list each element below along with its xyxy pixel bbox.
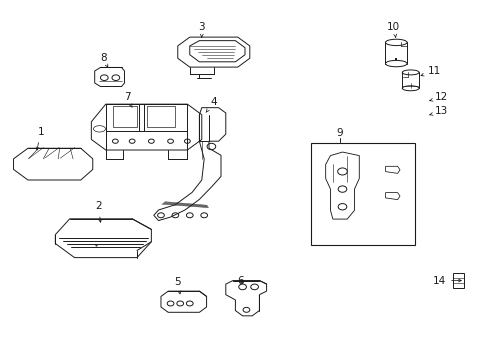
Text: 12: 12 [430,92,448,102]
Text: 11: 11 [421,66,441,76]
Text: 2: 2 [95,202,102,222]
Bar [311,143,415,245]
Text: 10: 10 [387,22,400,37]
Text: 5: 5 [174,277,181,294]
Text: 6: 6 [237,275,244,285]
Text: 9: 9 [337,128,343,138]
Text: 1: 1 [36,127,44,150]
Text: 14: 14 [433,275,461,285]
Text: 3: 3 [198,22,205,37]
Text: 13: 13 [430,106,448,116]
Text: 7: 7 [124,92,132,107]
Text: 8: 8 [100,53,108,67]
Text: 4: 4 [206,98,217,112]
